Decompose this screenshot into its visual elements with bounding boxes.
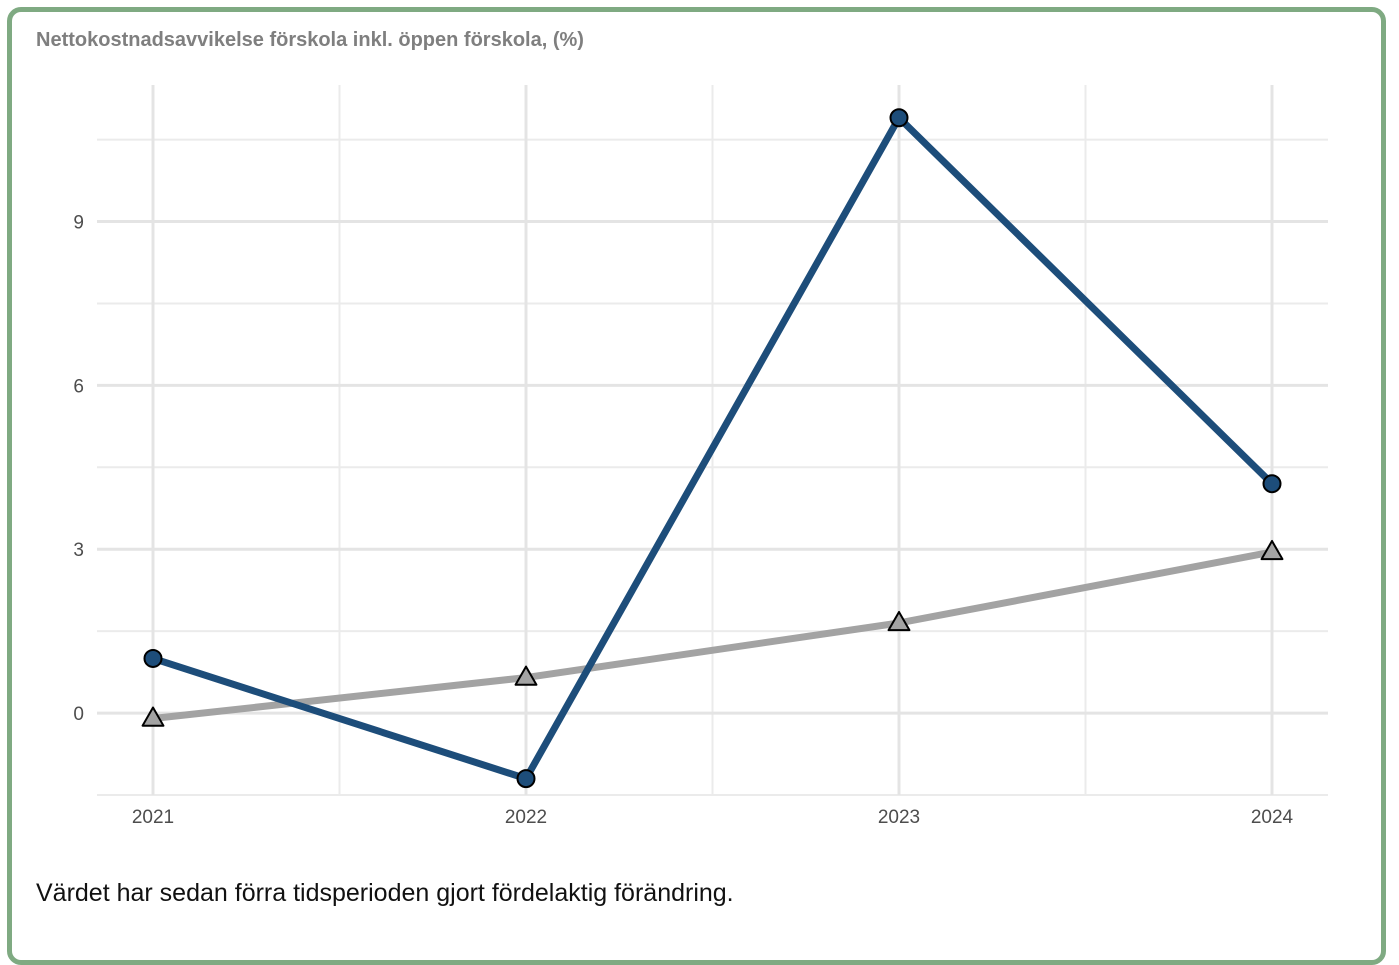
series-lines: [149, 114, 1276, 783]
data-point-triangle: [1260, 539, 1284, 561]
data-point-circle: [516, 769, 536, 789]
series-line-1: [149, 548, 1276, 723]
major-gridlines: [97, 85, 1328, 795]
data-point-circle: [1262, 474, 1282, 494]
x-tick-label: 2022: [505, 807, 547, 828]
x-tick-label: 2024: [1251, 807, 1294, 828]
series-markers: [141, 108, 1284, 789]
tick-labels: 0 3 6 9 2021 2022 2023 2024: [73, 213, 1293, 828]
chart-card: [7, 7, 1386, 965]
y-tick-label: 6: [73, 376, 84, 397]
data-point-triangle: [141, 706, 165, 727]
y-tick-label: 3: [73, 540, 84, 561]
x-tick-label: 2021: [132, 807, 174, 828]
chart-title: Nettokostnadsavvikelse förskola inkl. öp…: [36, 29, 584, 51]
data-point-circle: [143, 648, 163, 668]
y-tick-label: 9: [73, 213, 84, 234]
data-point-triangle: [514, 665, 538, 686]
y-tick-label: 0: [73, 704, 84, 725]
data-point-triangle: [887, 610, 911, 632]
chart-footnote: Värdet har sedan förra tidsperioden gjor…: [36, 879, 734, 907]
x-tick-label: 2023: [878, 807, 920, 828]
series-line-0: [149, 114, 1276, 783]
data-point-circle: [889, 108, 909, 128]
minor-gridlines: [97, 85, 1328, 796]
